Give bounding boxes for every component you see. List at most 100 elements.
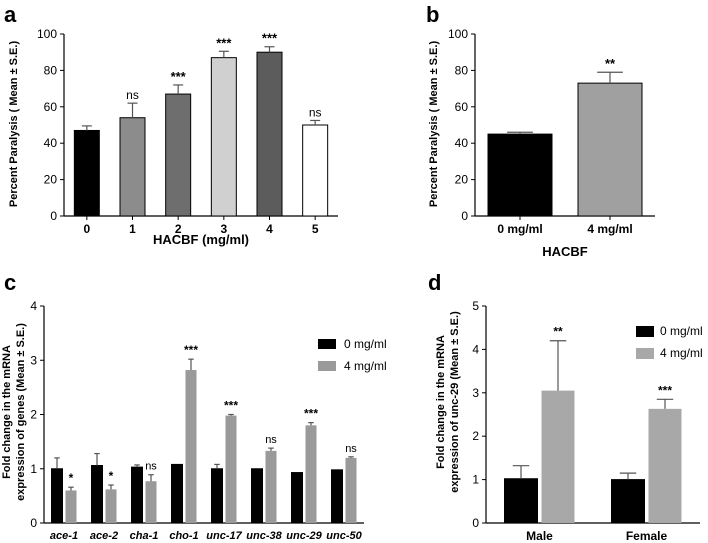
significance-label: ** <box>605 56 616 71</box>
panel-letter-a: a <box>4 2 17 27</box>
x-tick-label: 2 <box>175 222 182 236</box>
x-tick-label: 4 mg/ml <box>587 222 632 236</box>
bar-control <box>211 468 223 524</box>
y-axis-label-line-2: expression of genes (Mean ± S.E.) <box>15 323 27 501</box>
significance-label: *** <box>304 407 318 421</box>
bar-treated <box>265 450 277 523</box>
bar-control <box>91 464 103 524</box>
legend-swatch <box>636 348 654 359</box>
bar <box>165 93 192 217</box>
x-tick-label: unc-38 <box>246 530 282 542</box>
y-tick-label: 100 <box>37 27 57 41</box>
y-tick-label: 20 <box>455 173 469 187</box>
y-tick-label: 1 <box>30 462 37 476</box>
y-tick-label: 0 <box>472 516 479 530</box>
x-tick-label: ace-2 <box>90 530 118 542</box>
y-tick-label: 0 <box>50 209 57 223</box>
legend-swatch <box>318 361 336 371</box>
x-tick-label: 4 <box>266 222 273 236</box>
x-tick-label: unc-17 <box>206 530 242 542</box>
legend-label: 0 mg/ml <box>660 324 703 338</box>
bar-treated <box>105 489 117 523</box>
bar <box>73 129 100 217</box>
y-tick-label: 2 <box>472 429 479 443</box>
bar-treated <box>345 457 357 523</box>
y-axis-label-line-1: Fold change in the mRNA <box>1 345 13 479</box>
x-tick-label: unc-29 <box>286 530 322 542</box>
bar <box>256 51 283 217</box>
bar-treated <box>65 490 77 523</box>
x-tick-label: Female <box>626 529 668 543</box>
bar-treated <box>225 415 237 523</box>
x-tick-label: unc-50 <box>326 530 362 542</box>
significance-label: * <box>69 471 74 485</box>
x-tick-label: Male <box>526 529 553 543</box>
y-tick-label: 4 <box>30 299 37 313</box>
bar <box>302 124 329 217</box>
y-tick-label: 3 <box>472 386 479 400</box>
legend-label: 4 mg/ml <box>344 359 387 373</box>
x-tick-label: cha-1 <box>130 530 159 542</box>
significance-label: *** <box>171 69 187 84</box>
y-tick-label: 40 <box>44 136 58 150</box>
bar-treated <box>541 390 575 523</box>
legend-label: 4 mg/ml <box>660 346 703 360</box>
panel-letter-c: c <box>4 270 16 295</box>
x-axis-label: HACBF <box>542 244 588 259</box>
y-axis-label: Percent Paralysis ( Mean ± S.E.) <box>8 41 20 208</box>
bar <box>577 82 643 217</box>
x-axis-label: HACBF (mg/ml) <box>153 232 249 247</box>
y-tick-label: 2 <box>30 408 37 422</box>
chart-panel-b: 0 20 40 60 80 100 HACBF Percent Paralysis ( M… <box>428 27 655 259</box>
bar-control <box>251 468 263 524</box>
bar-control <box>131 466 143 524</box>
significance-label: * <box>109 469 114 483</box>
significance-label: ns <box>145 461 157 473</box>
y-tick-label: 60 <box>455 100 469 114</box>
bar-control <box>504 478 538 524</box>
x-tick-label: 0 mg/ml <box>497 222 542 236</box>
significance-label: ns <box>126 88 139 102</box>
panel-letter-d: d <box>428 270 441 295</box>
bar-control <box>291 472 303 524</box>
x-tick-label: cho-1 <box>169 530 198 542</box>
significance-label: *** <box>262 31 278 46</box>
y-tick-label: 4 <box>472 342 479 356</box>
significance-label: ** <box>553 325 563 339</box>
bar-treated <box>648 408 682 523</box>
x-tick-label: 5 <box>312 222 319 236</box>
x-tick-label: 3 <box>220 222 227 236</box>
y-axis-label-line-2: expression of unc-29 (Mean ± S.E.) <box>449 311 461 493</box>
chart-panel-c: 0 1 2 3 4 Fold change in the mRNA expression… <box>1 299 387 542</box>
significance-label: *** <box>224 399 238 413</box>
y-tick-label: 80 <box>455 63 469 77</box>
y-tick-label: 3 <box>30 353 37 367</box>
chart-panel-d: 0 1 2 3 4 5 Fold change in the mRNA expressio… <box>435 299 703 543</box>
y-tick-label: 60 <box>44 100 58 114</box>
legend-swatch <box>636 326 654 337</box>
y-tick-label: 0 <box>461 209 468 223</box>
y-tick-label: 100 <box>448 27 468 41</box>
y-tick-label: 5 <box>472 299 479 313</box>
significance-label: ns <box>345 443 357 455</box>
bar-control <box>171 463 183 524</box>
x-tick-label: 1 <box>129 222 136 236</box>
bar-control <box>611 479 645 524</box>
x-tick-label: 0 <box>83 222 90 236</box>
significance-label: ns <box>309 105 322 119</box>
significance-label: *** <box>658 383 672 397</box>
y-tick-label: 0 <box>30 516 37 530</box>
bar-control <box>51 468 63 524</box>
significance-label: *** <box>216 35 232 50</box>
y-tick-label: 40 <box>455 136 469 150</box>
y-tick-label: 20 <box>44 173 58 187</box>
y-tick-label: 1 <box>472 473 479 487</box>
y-axis-label: Percent Paralysis ( Mean ± S.E.) <box>428 41 440 208</box>
bar <box>210 57 237 217</box>
bar-treated <box>305 425 317 523</box>
significance-label: ns <box>265 434 277 446</box>
y-tick-label: 80 <box>44 63 58 77</box>
legend-swatch <box>318 339 336 349</box>
